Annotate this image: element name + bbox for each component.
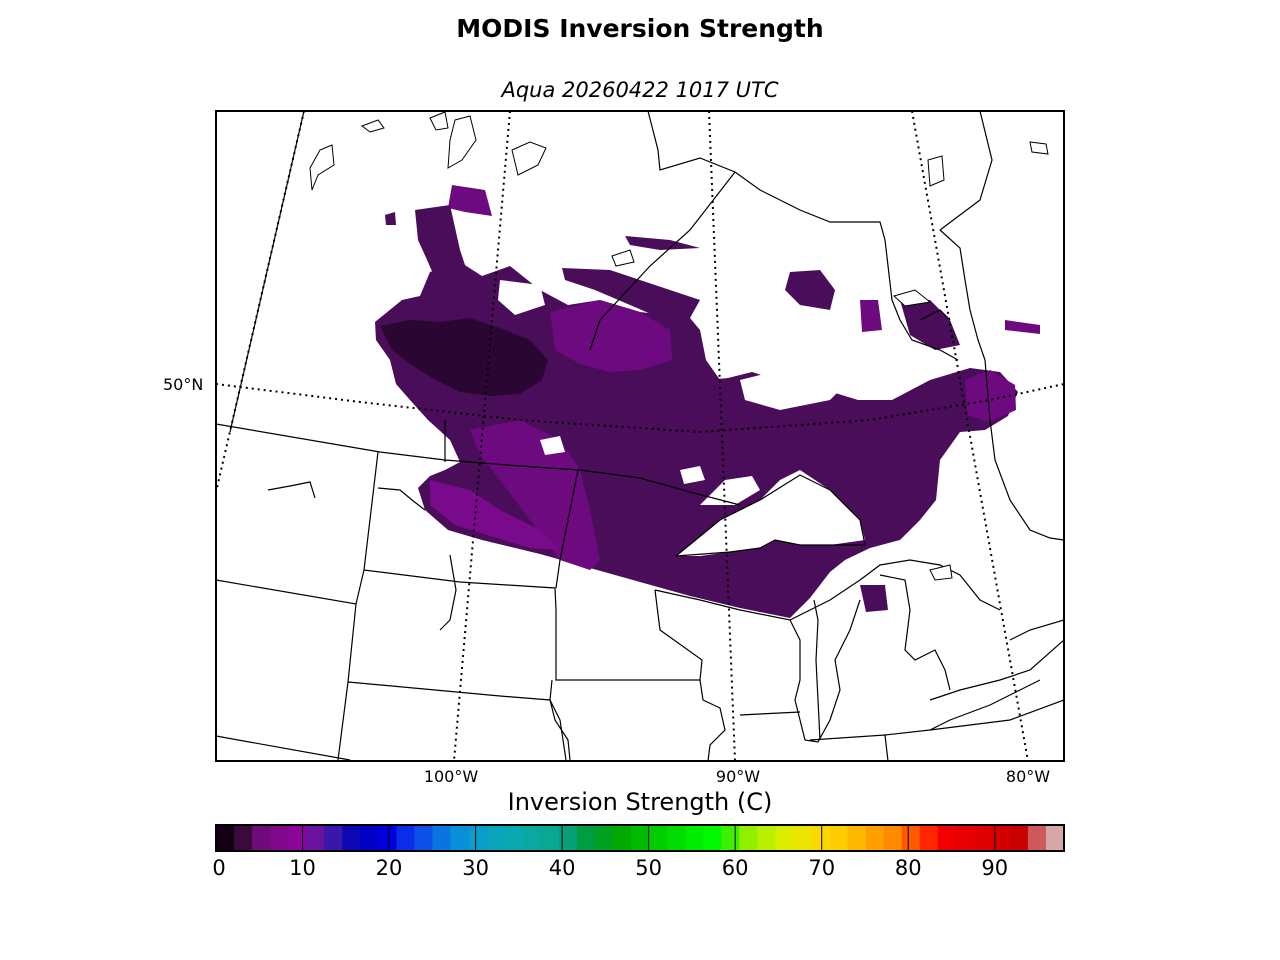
boundaries bbox=[216, 111, 1064, 761]
map-frame bbox=[215, 110, 1065, 762]
colorbar-swatch bbox=[649, 825, 668, 851]
colorbar-swatch bbox=[324, 825, 343, 851]
colorbar-swatch bbox=[721, 825, 740, 851]
colorbar-swatch bbox=[414, 825, 434, 851]
colorbar-swatch bbox=[360, 825, 379, 851]
colorbar-tick-label: 80 bbox=[894, 856, 922, 880]
colorbar-swatch bbox=[793, 825, 812, 851]
colorbar-tick-label: 30 bbox=[462, 856, 489, 880]
colorbar-swatch bbox=[685, 825, 704, 851]
colorbar-swatch bbox=[973, 825, 993, 851]
colorbar-swatch bbox=[234, 825, 253, 851]
colorbar-swatch bbox=[937, 825, 957, 851]
colorbar-swatch bbox=[865, 825, 885, 851]
colorbar-swatch bbox=[847, 825, 867, 851]
colorbar-swatch bbox=[991, 825, 1011, 851]
colorbar-swatch bbox=[667, 825, 686, 851]
colorbar-swatch bbox=[522, 825, 542, 851]
map-subtitle: Aqua 20260422 1017 UTC bbox=[501, 78, 779, 102]
colorbar-tick-label: 10 bbox=[289, 856, 316, 880]
colorbar-swatch bbox=[775, 825, 794, 851]
lon-label-90w: 90°W bbox=[715, 767, 761, 786]
colorbar-swatch bbox=[216, 825, 235, 851]
colorbar-swatch bbox=[901, 825, 921, 851]
colorbar-tick-label: 90 bbox=[981, 856, 1009, 880]
colorbar-swatch bbox=[396, 825, 415, 851]
colorbar-swatch bbox=[378, 825, 397, 851]
colorbar-swatch bbox=[486, 825, 506, 851]
colorbar-swatch bbox=[252, 825, 271, 851]
colorbar-swatch bbox=[829, 825, 848, 851]
colorbar-tick-label: 20 bbox=[375, 856, 403, 880]
colorbar-swatch bbox=[630, 825, 650, 851]
lon-label-100w: 100°W bbox=[423, 767, 479, 786]
colorbar-swatch bbox=[739, 825, 758, 851]
lon-label-80w: 80°W bbox=[1005, 767, 1051, 786]
colorbar-tick-label: 0 bbox=[212, 856, 226, 880]
clear-areas bbox=[498, 280, 865, 556]
colorbar-swatch bbox=[306, 825, 325, 851]
colorbar-tick-label: 40 bbox=[548, 856, 576, 880]
colorbar-tick-label: 70 bbox=[808, 856, 836, 880]
colorbar-swatch bbox=[540, 825, 560, 851]
colorbar bbox=[215, 824, 1065, 852]
colorbar-tick-label: 50 bbox=[635, 856, 662, 880]
colorbar-swatch bbox=[432, 825, 452, 851]
colorbar-swatch bbox=[558, 825, 578, 851]
colorbar-label: Inversion Strength (C) bbox=[507, 788, 773, 816]
colorbar-swatch bbox=[342, 825, 361, 851]
colorbar-swatch bbox=[288, 825, 307, 851]
colorbar-swatch bbox=[1027, 825, 1047, 851]
colorbar-swatch bbox=[883, 825, 903, 851]
colorbar-swatch bbox=[270, 825, 289, 851]
colorbar-swatch bbox=[1009, 825, 1029, 851]
colorbar-swatch bbox=[811, 825, 830, 851]
colorbar-swatch bbox=[576, 825, 596, 851]
colorbar-tick-label: 60 bbox=[721, 856, 749, 880]
inversion-field bbox=[375, 185, 1040, 618]
colorbar-swatch bbox=[703, 825, 722, 851]
colorbar-swatch bbox=[1045, 825, 1065, 851]
colorbar-swatch bbox=[612, 825, 632, 851]
colorbar-swatch bbox=[757, 825, 776, 851]
colorbar-swatch bbox=[504, 825, 524, 851]
colorbar-swatch bbox=[919, 825, 939, 851]
colorbar-swatch bbox=[955, 825, 975, 851]
colorbar-swatch bbox=[468, 825, 488, 851]
islands bbox=[309, 111, 1049, 581]
colorbar-swatch bbox=[594, 825, 614, 851]
map-title: MODIS Inversion Strength bbox=[456, 14, 824, 43]
lat-label-50n: 50°N bbox=[163, 375, 204, 394]
map-area bbox=[216, 111, 1064, 761]
colorbar-swatch bbox=[450, 825, 470, 851]
